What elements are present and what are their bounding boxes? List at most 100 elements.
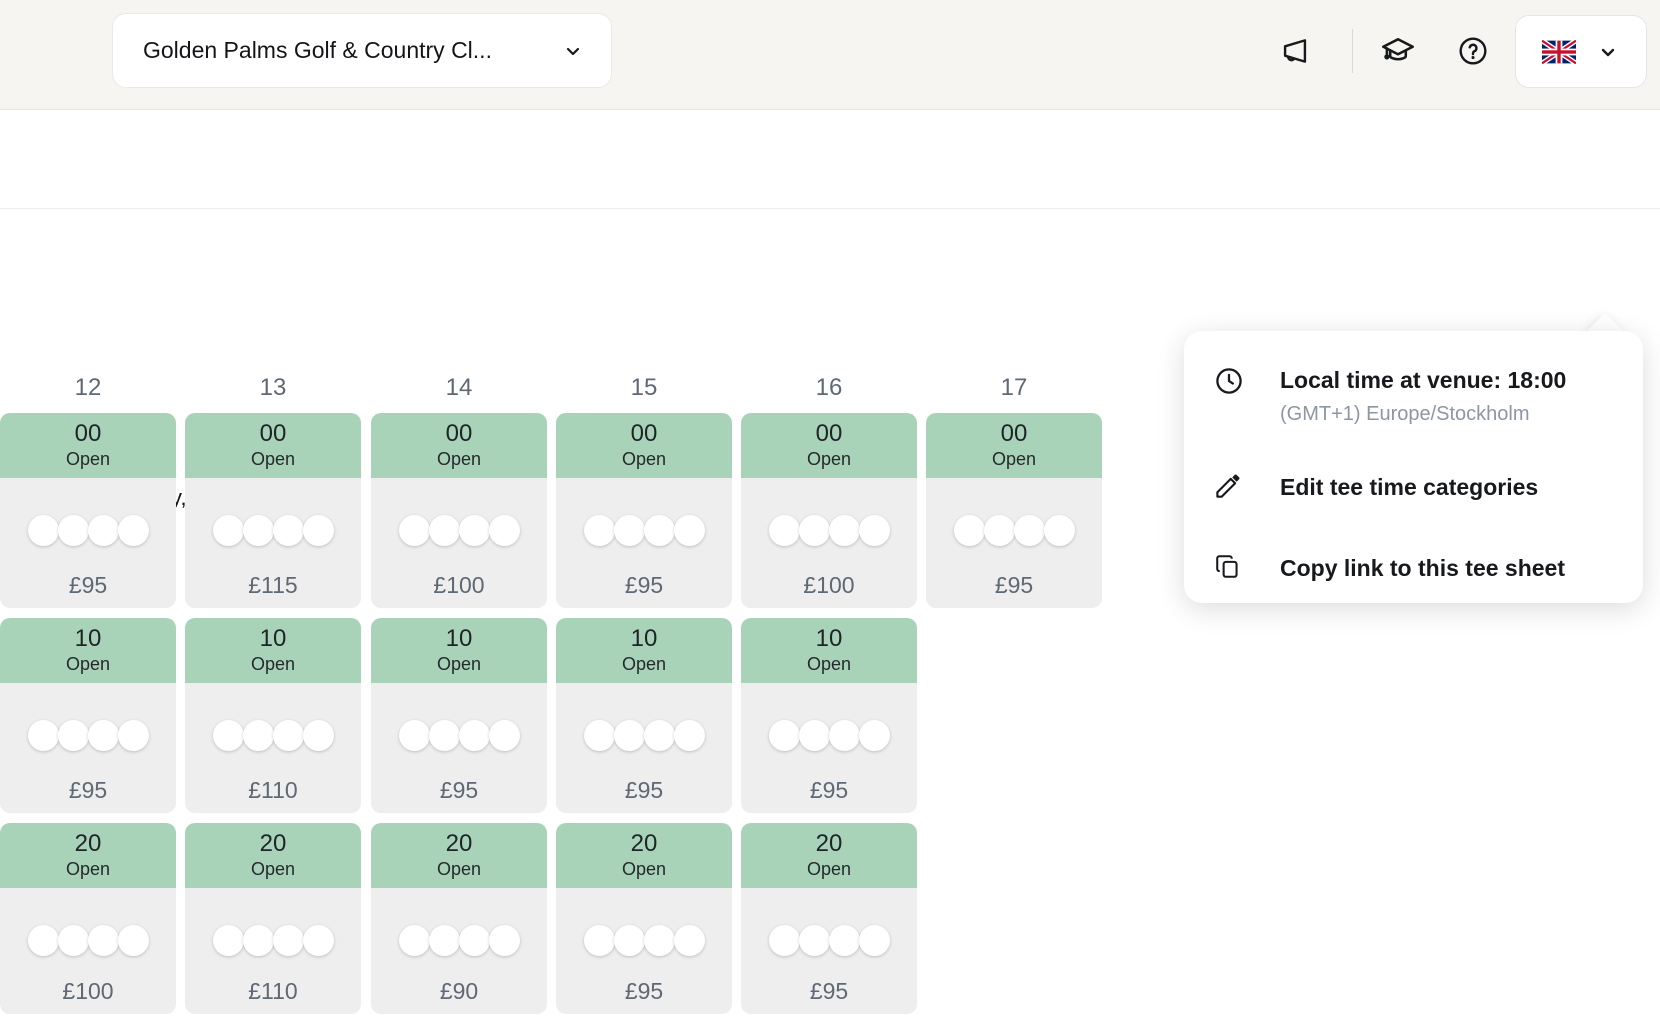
tee-time-cell[interactable]: 00 Open £100 <box>741 413 917 608</box>
tee-time-header[interactable]: 00 Open <box>185 413 361 478</box>
player-slot-circle[interactable] <box>983 515 1015 546</box>
player-slot-circle[interactable] <box>858 515 890 546</box>
player-slot-circle[interactable] <box>27 925 59 956</box>
tee-time-body[interactable]: £100 <box>371 478 547 608</box>
tee-time-cell[interactable]: 20 Open £90 <box>371 823 547 1014</box>
tee-time-body[interactable]: £100 <box>0 888 176 1014</box>
player-slot-circle[interactable] <box>643 515 675 546</box>
academy-button[interactable] <box>1380 33 1416 69</box>
menu-item-edit-categories[interactable]: Edit tee time categories <box>1184 471 1643 503</box>
player-slot-circle[interactable] <box>27 515 59 546</box>
player-slot-circle[interactable] <box>117 925 149 956</box>
player-slot-circle[interactable] <box>27 720 59 751</box>
player-slot-circle[interactable] <box>828 720 860 751</box>
player-slot-circle[interactable] <box>798 925 830 956</box>
player-slot-circle[interactable] <box>953 515 985 546</box>
tee-time-body[interactable]: £95 <box>556 478 732 608</box>
player-slot-circle[interactable] <box>583 925 615 956</box>
tee-time-cell[interactable]: 20 Open £95 <box>556 823 732 1014</box>
player-slot-circle[interactable] <box>57 515 89 546</box>
player-slot-circle[interactable] <box>458 720 490 751</box>
player-slot-circle[interactable] <box>673 720 705 751</box>
player-slot-circle[interactable] <box>488 925 520 956</box>
tee-time-cell[interactable]: 10 Open £95 <box>741 618 917 813</box>
tee-time-header[interactable]: 20 Open <box>0 823 176 888</box>
player-slot-circle[interactable] <box>398 720 430 751</box>
player-slot-circle[interactable] <box>57 925 89 956</box>
tee-time-body[interactable]: £90 <box>371 888 547 1014</box>
player-slot-circle[interactable] <box>87 515 119 546</box>
player-slot-circle[interactable] <box>428 515 460 546</box>
player-slot-circle[interactable] <box>768 925 800 956</box>
tee-time-header[interactable]: 20 Open <box>741 823 917 888</box>
player-slot-circle[interactable] <box>458 925 490 956</box>
player-slot-circle[interactable] <box>643 720 675 751</box>
player-slot-circle[interactable] <box>613 720 645 751</box>
player-slot-circle[interactable] <box>643 925 675 956</box>
tee-time-body[interactable]: £110 <box>185 888 361 1014</box>
player-slot-circle[interactable] <box>212 515 244 546</box>
player-slot-circle[interactable] <box>828 925 860 956</box>
tee-time-header[interactable]: 00 Open <box>371 413 547 478</box>
tee-time-body[interactable]: £100 <box>741 478 917 608</box>
tee-time-cell[interactable]: 00 Open £95 <box>556 413 732 608</box>
tee-time-cell[interactable]: 00 Open £100 <box>371 413 547 608</box>
tee-time-body[interactable]: £95 <box>741 888 917 1014</box>
player-slot-circle[interactable] <box>272 515 304 546</box>
player-slot-circle[interactable] <box>212 925 244 956</box>
tee-time-body[interactable]: £115 <box>185 478 361 608</box>
tee-time-cell[interactable]: 00 Open £95 <box>0 413 176 608</box>
player-slot-circle[interactable] <box>302 515 334 546</box>
tee-time-body[interactable]: £95 <box>371 683 547 813</box>
help-button[interactable] <box>1456 34 1490 68</box>
player-slot-circle[interactable] <box>1043 515 1075 546</box>
tee-time-header[interactable]: 10 Open <box>741 618 917 683</box>
player-slot-circle[interactable] <box>428 925 460 956</box>
tee-time-body[interactable]: £95 <box>741 683 917 813</box>
tee-time-cell[interactable]: 20 Open £110 <box>185 823 361 1014</box>
player-slot-circle[interactable] <box>768 720 800 751</box>
player-slot-circle[interactable] <box>798 515 830 546</box>
player-slot-circle[interactable] <box>488 515 520 546</box>
player-slot-circle[interactable] <box>242 515 274 546</box>
tee-time-header[interactable]: 00 Open <box>556 413 732 478</box>
tee-time-body[interactable]: £95 <box>0 478 176 608</box>
tee-time-cell[interactable]: 10 Open £95 <box>556 618 732 813</box>
tee-time-header[interactable]: 10 Open <box>556 618 732 683</box>
tee-time-cell[interactable]: 10 Open £95 <box>371 618 547 813</box>
player-slot-circle[interactable] <box>398 515 430 546</box>
tee-time-cell[interactable]: 20 Open £95 <box>741 823 917 1014</box>
language-selector[interactable] <box>1515 15 1647 88</box>
player-slot-circle[interactable] <box>613 925 645 956</box>
player-slot-circle[interactable] <box>798 720 830 751</box>
tee-time-body[interactable]: £95 <box>556 683 732 813</box>
tee-time-cell[interactable]: 20 Open £100 <box>0 823 176 1014</box>
player-slot-circle[interactable] <box>57 720 89 751</box>
player-slot-circle[interactable] <box>828 515 860 546</box>
tee-time-body[interactable]: £110 <box>185 683 361 813</box>
tee-time-cell[interactable]: 10 Open £110 <box>185 618 361 813</box>
player-slot-circle[interactable] <box>583 720 615 751</box>
tee-time-header[interactable]: 20 Open <box>185 823 361 888</box>
tee-time-body[interactable]: £95 <box>0 683 176 813</box>
tee-time-header[interactable]: 00 Open <box>0 413 176 478</box>
player-slot-circle[interactable] <box>87 925 119 956</box>
player-slot-circle[interactable] <box>242 925 274 956</box>
tee-time-header[interactable]: 20 Open <box>556 823 732 888</box>
player-slot-circle[interactable] <box>673 515 705 546</box>
player-slot-circle[interactable] <box>87 720 119 751</box>
tee-time-header[interactable]: 10 Open <box>371 618 547 683</box>
tee-time-header[interactable]: 00 Open <box>741 413 917 478</box>
player-slot-circle[interactable] <box>302 925 334 956</box>
player-slot-circle[interactable] <box>212 720 244 751</box>
player-slot-circle[interactable] <box>428 720 460 751</box>
tee-time-header[interactable]: 10 Open <box>0 618 176 683</box>
club-selector[interactable]: Golden Palms Golf & Country Cl... <box>112 13 612 88</box>
player-slot-circle[interactable] <box>768 515 800 546</box>
tee-time-header[interactable]: 10 Open <box>185 618 361 683</box>
player-slot-circle[interactable] <box>242 720 274 751</box>
player-slot-circle[interactable] <box>488 720 520 751</box>
announcements-button[interactable] <box>1278 34 1312 68</box>
player-slot-circle[interactable] <box>117 515 149 546</box>
tee-time-header[interactable]: 00 Open <box>926 413 1102 478</box>
